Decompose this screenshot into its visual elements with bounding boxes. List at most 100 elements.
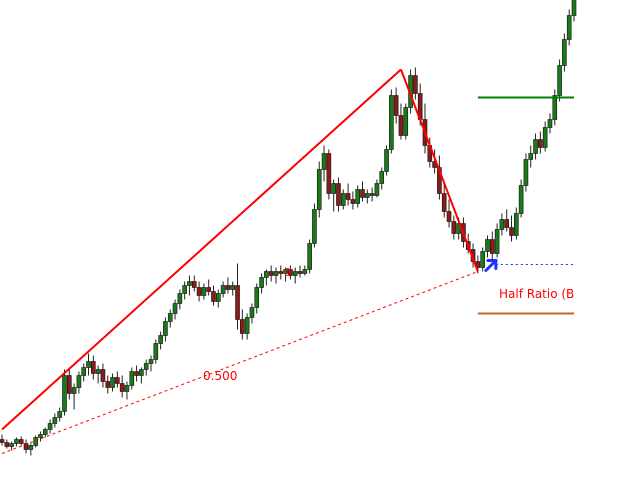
candle-body-bear: [91, 361, 96, 374]
candle-body-bull: [365, 193, 370, 198]
candle-body-bull: [187, 281, 192, 286]
candle-body-bear: [211, 291, 216, 302]
candle-body-bull: [81, 367, 87, 376]
candle-body-bull: [480, 251, 485, 268]
candle-body-bull: [321, 153, 327, 170]
candle-body-bull: [254, 287, 260, 308]
candle-body-bear: [360, 189, 365, 198]
candle-body-bull: [557, 65, 562, 96]
candle-body-bull: [259, 277, 264, 288]
candle-body-bull: [403, 107, 409, 136]
candle-body-bull: [379, 171, 385, 184]
candle-body-bull: [95, 369, 101, 374]
candle-body-bull: [62, 375, 67, 412]
overlays-layer: 0.500 0 Half Ratio (B: [1, 68, 574, 454]
candle-body-bull: [518, 185, 524, 214]
candle-body-bull: [9, 443, 14, 447]
candle-body-bear: [268, 271, 274, 276]
candle-body-bear: [538, 139, 543, 148]
candle-body-bear: [489, 239, 495, 254]
candle-body-bull: [28, 445, 34, 450]
candle-body-bull: [316, 169, 322, 210]
candles-layer: [0, 0, 577, 456]
candle-body-bull: [312, 209, 317, 244]
candle-body-bear: [23, 443, 29, 450]
candle-body-bull: [216, 293, 221, 302]
candle-body-bull: [562, 39, 567, 66]
candle-body-bull: [485, 239, 490, 252]
candle-body-bear: [398, 115, 404, 136]
candle-body-bull: [158, 335, 163, 344]
candle-body-bear: [206, 287, 211, 292]
candle-body-bear: [369, 193, 375, 196]
candle-body-bull: [52, 417, 58, 424]
candle-body-bull: [33, 437, 38, 446]
candle-body-bull: [533, 139, 538, 154]
candle-body-bull: [283, 269, 288, 274]
candle-body-bull: [494, 229, 500, 254]
candle-body-bull: [201, 287, 207, 296]
candle-body-bull: [163, 321, 168, 336]
ratio-dashed-line: [1, 271, 479, 454]
candle-body-bear: [105, 381, 111, 388]
candle-body-bull: [514, 213, 519, 236]
candle-body-bull: [182, 285, 187, 294]
candle-body-bull: [124, 385, 130, 392]
candle-body-bull: [47, 423, 53, 430]
candle-body-bear: [288, 269, 293, 276]
candle-body-bull: [110, 377, 115, 388]
candle-body-bull: [153, 343, 159, 360]
candle-body-bull: [528, 153, 534, 160]
candle-body-bull: [389, 95, 394, 150]
candle-body-bull: [307, 243, 312, 270]
candle-body-bull: [76, 375, 82, 388]
candle-body-bull: [374, 183, 380, 196]
candle-body-bear: [235, 285, 240, 320]
candle-body-bull: [86, 361, 91, 368]
candle-body-bear: [393, 95, 399, 116]
candle-body-bull: [14, 439, 19, 444]
candle-body-bull: [38, 434, 43, 438]
candle-body-bear: [451, 221, 457, 234]
candle-body-bear: [4, 442, 10, 447]
candle-body-bear: [115, 377, 120, 384]
candle-body-bull: [42, 429, 48, 435]
candle-body-bear: [437, 167, 442, 194]
candle-body-bull: [547, 119, 553, 128]
candle-body-bear: [240, 319, 245, 334]
candle-body-bull: [249, 307, 255, 318]
candle-body-bull: [143, 363, 149, 370]
candle-body-bear: [350, 199, 356, 204]
zero-label: 0: [284, 266, 291, 279]
candle-body-bear: [278, 271, 284, 274]
half-ratio-label: Half Ratio (B: [499, 287, 574, 301]
candle-body-bull: [571, 0, 577, 16]
candle-body-bear: [509, 227, 514, 236]
candle-body-bull: [499, 219, 505, 230]
candle-body-bear: [345, 193, 351, 200]
candle-body-bull: [172, 303, 178, 314]
candle-body-bull: [552, 95, 558, 120]
candle-body-bull: [292, 271, 298, 276]
candle-body-bull: [302, 269, 308, 274]
candle-body-bear: [326, 153, 332, 194]
candle-body-bull: [331, 183, 336, 194]
candle-body-bull: [177, 293, 183, 304]
candle-body-bear: [66, 375, 72, 394]
candle-body-bull: [230, 285, 236, 290]
candle-body-bull: [129, 371, 135, 386]
candle-body-bull: [355, 189, 360, 204]
candle-body-bull: [264, 271, 269, 278]
candle-body-bull: [148, 359, 154, 364]
candle-body-bear: [119, 383, 125, 392]
candle-body-bear: [196, 287, 202, 296]
candle-body-bull: [542, 127, 548, 148]
swing-line-down: [400, 69, 479, 272]
candle-body-bull: [71, 387, 77, 394]
candle-body-bear: [297, 271, 303, 274]
candle-body-bear: [18, 439, 24, 444]
candle-body-bear: [446, 211, 452, 222]
candle-body-bear: [504, 219, 510, 228]
candle-body-bull: [139, 369, 144, 376]
